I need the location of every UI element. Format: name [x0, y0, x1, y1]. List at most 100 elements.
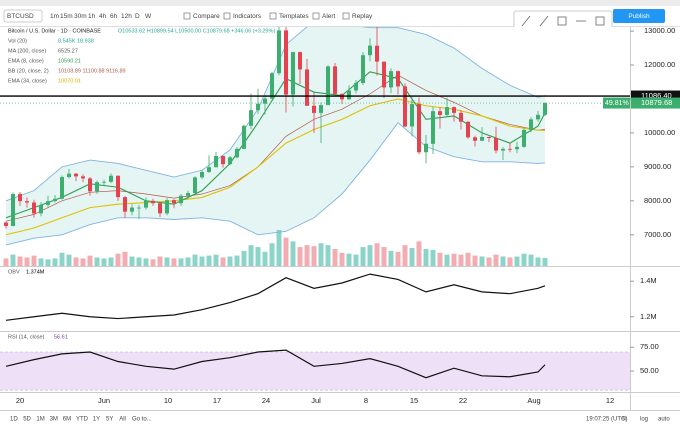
indicator-line	[5, 98, 546, 236]
volume-bar	[409, 248, 415, 266]
toolbar-button[interactable]: Alert	[322, 13, 336, 20]
publish-label[interactable]: Publish	[628, 13, 650, 20]
candle-body	[375, 45, 379, 62]
range-button[interactable]: YTD	[76, 417, 89, 423]
volume-bar	[360, 247, 366, 266]
toolbar-button[interactable]: Templates	[279, 13, 309, 20]
indicator-values: 10108.89 11100.88 9116.89	[58, 68, 126, 74]
indicator-values: 6525.27	[58, 48, 78, 54]
obv-title: OBV	[8, 269, 20, 275]
x-tick-label: 10	[164, 396, 172, 405]
candle-body	[431, 111, 435, 144]
range-button[interactable]: 6M	[63, 417, 71, 423]
scale-option[interactable]: auto	[658, 417, 670, 423]
toolbar-button[interactable]: Replay	[352, 13, 373, 20]
candle-body	[459, 112, 463, 122]
volume-bar	[45, 259, 51, 266]
button-icon[interactable]	[269, 12, 277, 20]
range-button[interactable]: 1Y	[93, 417, 100, 423]
candle-body	[200, 171, 204, 178]
candle-body	[410, 104, 414, 127]
button-icon[interactable]	[183, 12, 191, 20]
candle-body	[60, 177, 64, 199]
scale-option[interactable]: %	[622, 417, 628, 423]
interval[interactable]: 1m	[50, 13, 59, 20]
candle-body	[186, 193, 190, 196]
toolbar-button[interactable]: Compare	[193, 13, 220, 20]
button-icon[interactable]	[312, 12, 320, 20]
button-icon[interactable]	[342, 12, 350, 20]
volume-bar	[171, 258, 177, 266]
interval[interactable]: 4h	[99, 13, 107, 20]
x-tick-label: 20	[16, 396, 24, 405]
volume-bar	[451, 253, 457, 266]
drawing-icons	[521, 15, 605, 27]
y-tick-label: 9000.00	[644, 162, 671, 171]
interval[interactable]: 1h	[88, 13, 96, 20]
candle-body	[123, 197, 127, 212]
candle-body	[130, 207, 134, 212]
y-tick-label: 1.2M	[640, 312, 657, 321]
candle-body	[438, 111, 442, 115]
candle-body	[487, 136, 491, 139]
volume-bar	[521, 253, 527, 266]
volume-bar	[3, 258, 9, 266]
candle-body	[382, 61, 386, 88]
volume-bar	[38, 258, 44, 266]
candle-body	[95, 182, 99, 192]
candle-body	[389, 71, 393, 88]
y-tick-label: 75.00	[640, 342, 659, 351]
volume-bar	[381, 247, 387, 266]
volume-bar	[185, 257, 191, 266]
candle-body	[39, 204, 43, 214]
range-button[interactable]: 5Y	[106, 417, 113, 423]
candle-body	[102, 181, 106, 183]
volume-bar	[87, 255, 93, 266]
candle-body	[480, 136, 484, 141]
publish-button[interactable]	[613, 9, 665, 23]
interval[interactable]: 30m	[74, 13, 87, 20]
indicator-values: 8.545K 18.938	[58, 38, 94, 44]
candle-body	[193, 177, 197, 194]
candle-body	[228, 157, 232, 165]
volume-bar	[199, 256, 205, 266]
interval[interactable]: D	[135, 13, 140, 20]
symbol-box[interactable]	[3, 9, 43, 23]
toolbar-button[interactable]: Indicators	[233, 13, 262, 20]
candle-body	[165, 200, 169, 214]
y-tick-label: 12000.00	[644, 60, 675, 69]
clock: 19:07:25 (UTC)	[586, 417, 627, 423]
range-button[interactable]: 1D	[10, 417, 18, 423]
volume-bar	[514, 256, 520, 266]
x-tick-label: Aug	[527, 396, 540, 405]
goto[interactable]: Go to...	[132, 417, 152, 423]
volume-bar	[73, 257, 79, 266]
interval[interactable]: 15m	[60, 13, 73, 20]
range-button[interactable]: All	[119, 417, 126, 423]
symbol[interactable]: BTCUSD	[7, 13, 34, 20]
volume-bar	[276, 230, 282, 266]
volume-bar	[304, 245, 310, 266]
volume-bar	[129, 256, 135, 266]
range-button[interactable]: 1M	[36, 417, 44, 423]
candle-body	[347, 90, 351, 100]
interval[interactable]: 12h	[121, 13, 132, 20]
range-button[interactable]: 5D	[23, 417, 31, 423]
candle-body	[18, 194, 22, 202]
x-tick-label: 8	[364, 396, 368, 405]
volume-bar	[143, 258, 149, 266]
interval[interactable]: W	[145, 13, 152, 20]
range-button[interactable]: 3M	[50, 417, 58, 423]
candle-body	[354, 83, 358, 91]
scale-option[interactable]: log	[640, 417, 648, 423]
volume-bar	[234, 255, 240, 266]
volume-bar	[66, 254, 72, 266]
y-tick-label: 50.00	[640, 366, 659, 375]
volume-bar	[395, 251, 401, 266]
volume-bar	[367, 245, 373, 266]
interval[interactable]: 6h	[110, 13, 118, 20]
volume-bar	[59, 252, 65, 266]
volume-bar	[437, 252, 443, 266]
button-icon[interactable]	[223, 12, 231, 20]
volume-bar	[416, 241, 422, 266]
